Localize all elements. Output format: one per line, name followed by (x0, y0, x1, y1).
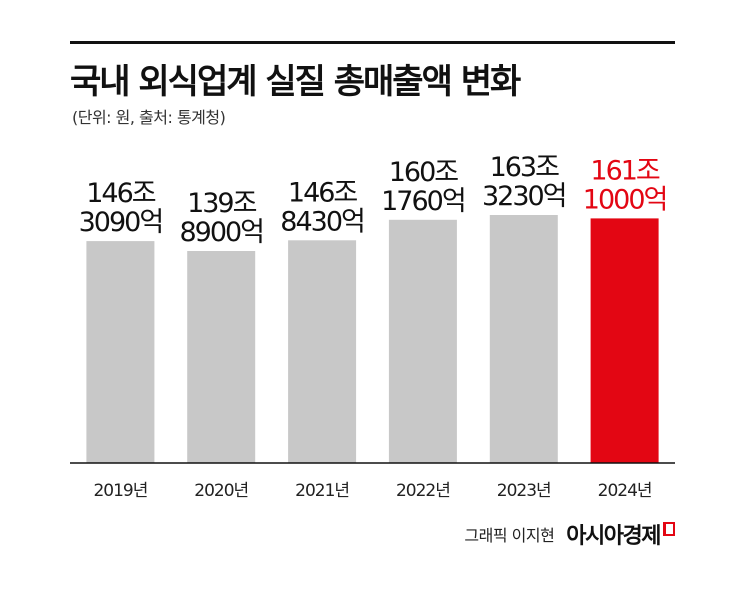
data-label-0-0: 146조 (86, 178, 156, 209)
data-label-5-1: 1000억 (583, 184, 667, 215)
x-tick-label-5: 2024년 (598, 481, 652, 501)
bar-5 (590, 218, 659, 463)
data-label-5-0: 161조 (590, 155, 660, 186)
x-tick-label-1: 2020년 (194, 481, 248, 501)
bar-1 (187, 251, 256, 463)
x-tick-label-3: 2022년 (396, 481, 450, 501)
data-label-2-0: 146조 (288, 177, 358, 208)
footer: 그래픽 이지현 아시아경제 (464, 518, 675, 550)
graphic-credit: 그래픽 이지현 (464, 526, 555, 545)
data-label-0-1: 3090억 (79, 207, 163, 238)
bar-3 (388, 219, 457, 463)
x-tick-label-4: 2023년 (497, 481, 551, 501)
data-label-2-1: 8430억 (280, 206, 364, 237)
brand-logo: 아시아경제 (566, 524, 661, 549)
chart-title: 국내 외식업계 실질 총매출액 변화 (70, 62, 521, 102)
chart-subtitle: (단위: 원, 출처: 통계청) (72, 108, 226, 127)
data-label-1-0: 139조 (187, 188, 257, 219)
data-label-4-1: 3230억 (482, 181, 566, 212)
data-label-1-1: 8900억 (179, 217, 263, 248)
data-label-3-1: 1760억 (381, 186, 465, 217)
data-label-3-0: 160조 (389, 157, 459, 188)
brand-mark-icon (663, 522, 675, 536)
x-tick-label-0: 2019년 (93, 481, 147, 501)
bar-0 (86, 241, 155, 463)
x-tick-label-2: 2021년 (295, 481, 349, 501)
top-rule (70, 41, 675, 44)
bar-4 (489, 215, 558, 463)
bar-2 (288, 240, 357, 463)
data-label-4-0: 163조 (490, 152, 560, 183)
